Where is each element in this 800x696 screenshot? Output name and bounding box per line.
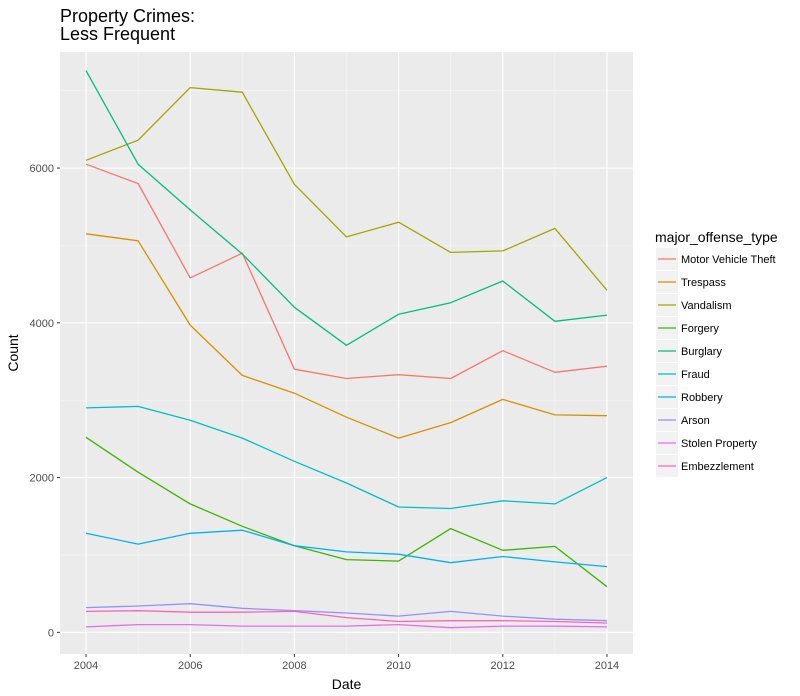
x-axis: 2004 2006 2008 2010 2012 2014 <box>74 654 619 672</box>
legend-label: Robbery <box>681 392 723 404</box>
legend-item-fraud: Fraud <box>656 363 710 385</box>
series-line-arson <box>85 603 608 622</box>
series-line-stolen-property <box>85 623 608 629</box>
x-tick-label: 2012 <box>491 660 515 672</box>
legend-label: Trespass <box>681 277 726 289</box>
legend-item-forgery: Forgery <box>656 317 719 339</box>
series-line-vandalism <box>85 86 608 291</box>
series-line-robbery <box>85 529 608 568</box>
series-line-burglary <box>85 70 608 346</box>
series-line-trespass <box>85 233 608 439</box>
legend-label: Motor Vehicle Theft <box>681 254 776 266</box>
x-tick-label: 2014 <box>595 660 619 672</box>
major-gridlines <box>60 52 633 654</box>
series-line-motor-vehicle-theft <box>85 163 608 380</box>
chart-title-line-1: Property Crimes: <box>60 6 195 26</box>
y-tick-label: 6000 <box>30 163 54 175</box>
legend-item-embezzlement: Embezzlement <box>656 455 754 477</box>
legend-item-vandalism: Vandalism <box>656 294 732 316</box>
series-lines <box>85 70 608 629</box>
y-tick-label: 0 <box>48 627 54 639</box>
x-tick-label: 2004 <box>74 660 98 672</box>
y-axis-title: Count <box>5 334 21 371</box>
legend-item-robbery: Robbery <box>656 386 723 408</box>
legend-label: Stolen Property <box>681 438 757 450</box>
legend-items: Motor Vehicle Theft Trespass Vandalism Forg… <box>656 248 776 477</box>
legend-label: Vandalism <box>681 300 732 312</box>
y-axis: 0 2000 4000 6000 <box>30 163 60 639</box>
legend: major_offense_type Motor Vehicle Theft Tr… <box>655 229 778 477</box>
x-tick-label: 2006 <box>178 660 202 672</box>
y-tick-label: 2000 <box>30 473 54 485</box>
minor-gridlines <box>60 52 633 654</box>
x-axis-title: Date <box>332 676 362 692</box>
legend-label: Burglary <box>681 346 722 358</box>
legend-label: Arson <box>681 415 710 427</box>
x-tick-label: 2010 <box>386 660 410 672</box>
series-line-embezzlement <box>85 610 608 624</box>
legend-label: Fraud <box>681 369 710 381</box>
y-tick-label: 4000 <box>30 318 54 330</box>
legend-item-motor-vehicle-theft: Motor Vehicle Theft <box>656 248 776 270</box>
legend-item-stolen-property: Stolen Property <box>656 432 757 454</box>
legend-item-arson: Arson <box>656 409 710 431</box>
legend-item-trespass: Trespass <box>656 271 726 293</box>
chart-title-line-2: Less Frequent <box>60 24 175 44</box>
series-line-fraud <box>85 405 608 510</box>
legend-item-burglary: Burglary <box>656 340 722 362</box>
legend-label: Forgery <box>681 323 719 335</box>
x-tick-label: 2008 <box>282 660 306 672</box>
legend-title: major_offense_type <box>655 229 778 245</box>
legend-label: Embezzlement <box>681 461 754 473</box>
series-line-forgery <box>85 436 608 588</box>
